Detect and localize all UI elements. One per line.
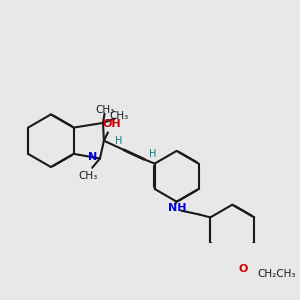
Text: H: H [149, 149, 157, 159]
Text: N: N [88, 152, 98, 162]
Text: CH₃: CH₃ [95, 105, 114, 115]
Text: OH: OH [102, 119, 121, 129]
Text: CH₃: CH₃ [78, 170, 97, 181]
Text: CH₂CH₃: CH₂CH₃ [258, 269, 296, 279]
Text: H: H [115, 136, 122, 146]
Text: O: O [238, 264, 248, 274]
Text: NH: NH [168, 203, 187, 213]
Text: CH₃: CH₃ [110, 111, 129, 121]
